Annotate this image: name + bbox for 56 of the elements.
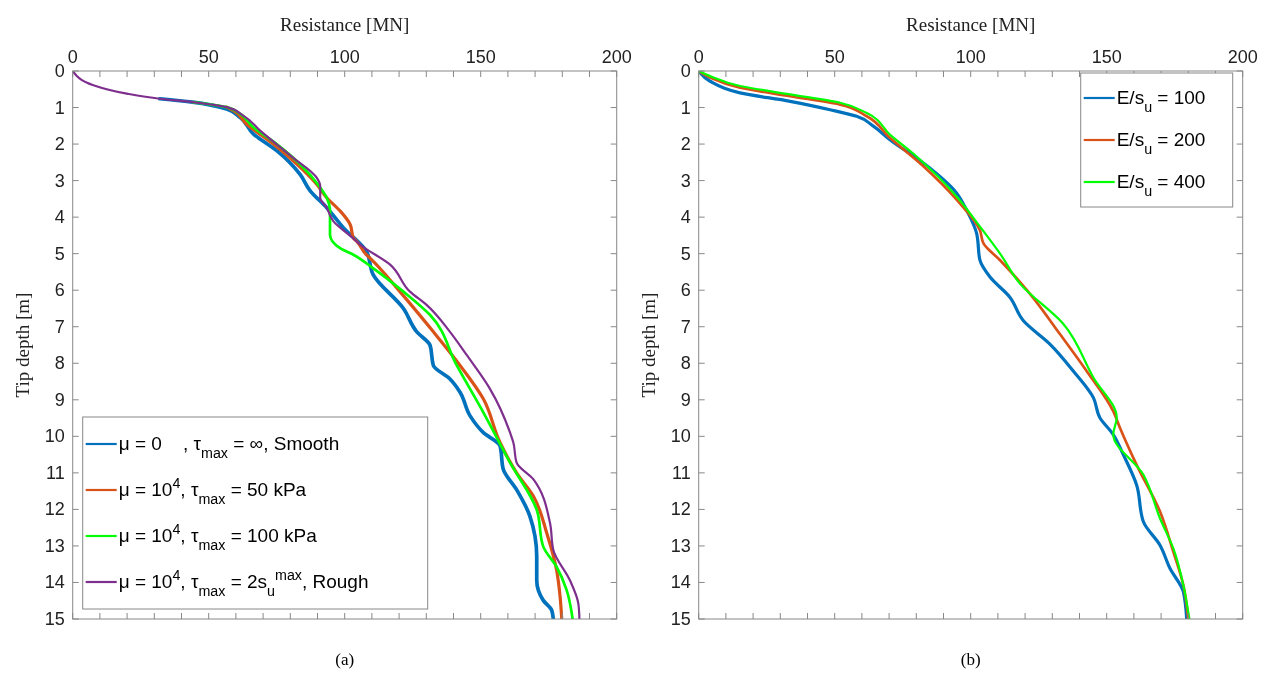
y-tick-label: 0 <box>54 61 65 81</box>
y-tick-label: 14 <box>44 572 65 593</box>
y-tick-label: 11 <box>46 462 65 483</box>
y-tick-label: 9 <box>54 389 65 410</box>
y-tick-label: 4 <box>680 207 691 228</box>
y-tick-label: 7 <box>680 316 691 337</box>
x-axis-title: Resistance [MN] <box>280 14 410 35</box>
y-tick-label: 3 <box>680 170 691 191</box>
y-tick-label: 14 <box>670 572 691 593</box>
y-tick-label: 13 <box>44 535 65 556</box>
legend-label: μ = 10$^{4}$, τ$_{max}$ = 100 kPa <box>118 521 318 553</box>
y-tick-label: 12 <box>44 499 65 520</box>
y-tick-label: 11 <box>672 462 691 483</box>
y-axis-title: Tip depth [m] <box>637 292 659 398</box>
y-tick-label: 9 <box>680 389 691 410</box>
x-tick-label: 200 <box>601 47 632 67</box>
legend-label: μ = 10$^{4}$, τ$_{max}$ = 50 kPa <box>118 475 307 507</box>
x-tick-label: 150 <box>1091 47 1122 67</box>
y-axis-title: Tip depth [m] <box>11 292 33 398</box>
legend-label: E/s$_{u}$ = 400 <box>1116 171 1206 199</box>
x-tick-label: 200 <box>1227 47 1258 67</box>
y-tick-label: 2 <box>54 134 65 155</box>
x-tick-label: 50 <box>824 47 845 67</box>
x-axis-title: Resistance [MN] <box>906 14 1036 35</box>
y-tick-label: 6 <box>54 280 65 301</box>
y-tick-label: 6 <box>680 280 691 301</box>
y-tick-label: 2 <box>680 134 691 155</box>
y-tick-label: 5 <box>54 243 65 264</box>
legend-label: μ = 0 , τ$_{max}$ = ∞, Smooth <box>118 433 340 461</box>
y-tick-label: 8 <box>680 353 691 374</box>
y-tick-label: 1 <box>680 97 691 118</box>
y-tick-label: 8 <box>54 353 65 374</box>
y-tick-label: 10 <box>670 426 691 447</box>
x-tick-label: 0 <box>67 47 78 67</box>
y-tick-label: 12 <box>670 499 691 520</box>
line-series <box>72 71 581 619</box>
y-tick-label: 5 <box>680 243 691 264</box>
legend-label: E/s$_{u}$ = 100 <box>1116 87 1206 115</box>
y-tick-label: 10 <box>44 426 65 447</box>
x-tick-label: 100 <box>329 47 360 67</box>
legend-label: E/s$_{u}$ = 200 <box>1116 129 1206 157</box>
y-tick-label: 15 <box>670 609 691 629</box>
x-tick-label: 150 <box>465 47 496 67</box>
y-tick-label: 1 <box>54 97 65 118</box>
y-tick-label: 4 <box>54 207 65 228</box>
y-tick-label: 7 <box>54 316 65 337</box>
legend-label: μ = 10$^{4}$, τ$_{max}$ = 2s$_{u}$$^{max}$, Rough <box>118 567 369 599</box>
text: (a) <box>335 650 355 669</box>
x-tick-label: 100 <box>955 47 986 67</box>
y-tick-label: 13 <box>670 535 691 556</box>
y-tick-label: 15 <box>44 609 65 629</box>
x-tick-label: 50 <box>198 47 219 67</box>
y-tick-label: 0 <box>680 61 691 81</box>
x-tick-label: 0 <box>693 47 704 67</box>
text: (b) <box>960 650 981 669</box>
y-tick-label: 3 <box>54 170 65 191</box>
